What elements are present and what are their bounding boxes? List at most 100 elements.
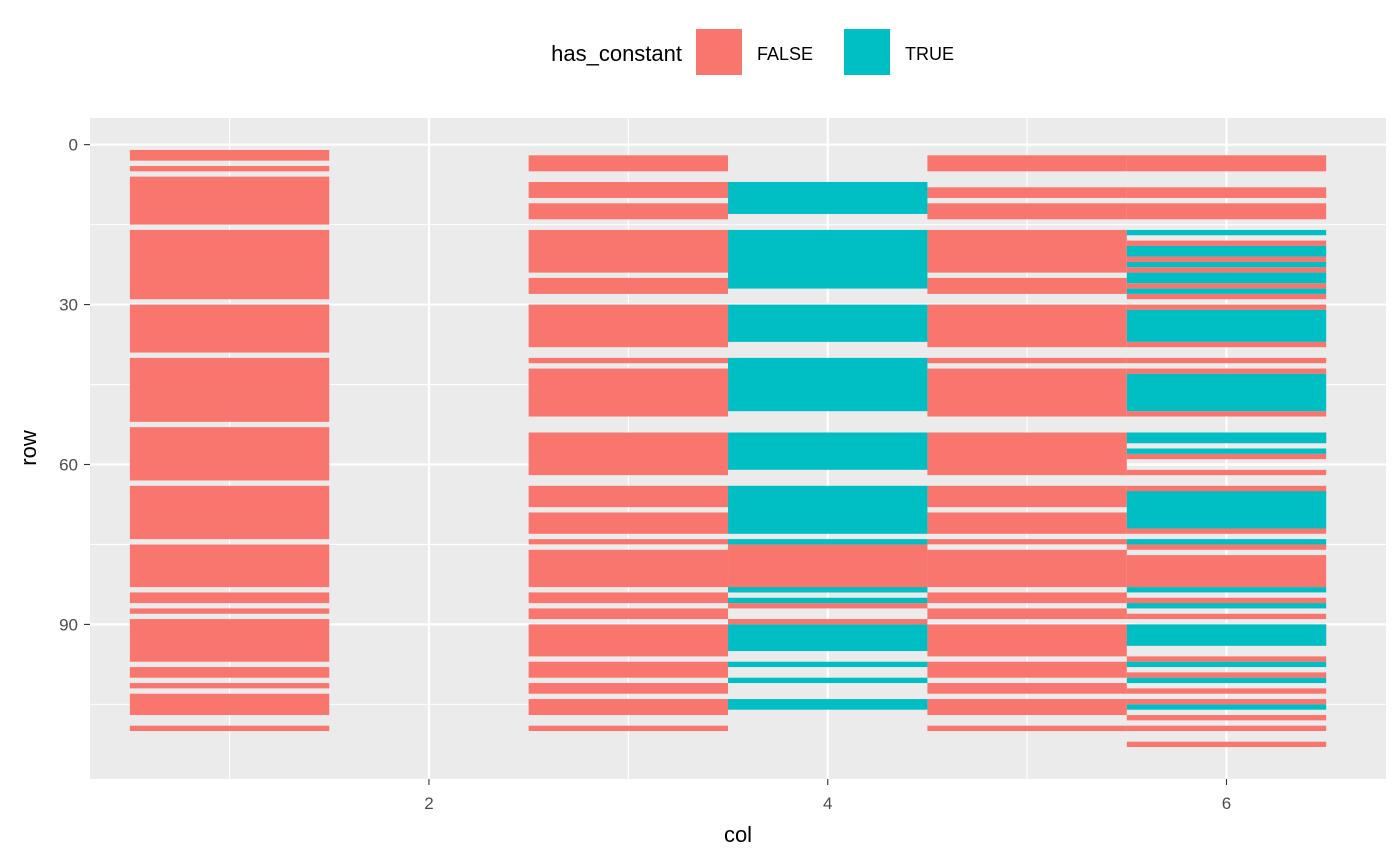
tile-false-col6	[1126, 613, 1327, 620]
y-tick-label: 90	[59, 615, 78, 634]
tile-false-col1	[129, 544, 330, 588]
tile-false-col3	[528, 368, 729, 417]
tile-false-col5	[927, 203, 1127, 220]
x-axis: 2 4 6	[424, 779, 1231, 813]
tile-false-col1	[129, 683, 330, 689]
legend-label-false: FALSE	[757, 44, 813, 64]
tile-true-col4	[728, 485, 928, 534]
tile-true-col6	[1126, 704, 1327, 710]
tile-false-col5	[927, 304, 1127, 348]
legend-key-true	[844, 29, 890, 75]
tile-false-col5	[927, 608, 1127, 620]
tile-false-col3	[528, 725, 729, 732]
tile-false-col3	[528, 608, 729, 620]
y-tick-label: 60	[59, 455, 78, 474]
tile-true-col6	[1126, 309, 1327, 342]
tile-true-col4	[728, 597, 928, 604]
tile-false-col1	[129, 304, 330, 353]
tile-false-col6	[1126, 155, 1327, 172]
tile-false-col3	[528, 229, 729, 273]
tile-false-col6	[1126, 672, 1327, 678]
y-tick-label: 0	[69, 136, 78, 155]
tile-false-col6	[1126, 267, 1327, 273]
tile-true-col6	[1126, 661, 1327, 668]
tile-false-col6	[1126, 411, 1327, 417]
tile-false-col3	[528, 592, 729, 604]
tile-false-col1	[129, 176, 330, 225]
tile-false-col1	[129, 485, 330, 540]
tile-false-col6	[1126, 656, 1327, 662]
tiles	[129, 149, 1327, 748]
tile-false-col5	[927, 699, 1127, 716]
tile-false-col5	[927, 432, 1127, 476]
tile-false-col3	[528, 181, 729, 198]
tile-false-col6	[1126, 555, 1327, 588]
legend: has_constant FALSE TRUE	[551, 29, 954, 75]
y-axis: 0 30 60 90	[59, 136, 90, 634]
tile-false-col3	[528, 661, 729, 678]
tile-false-col6	[1126, 203, 1327, 220]
tile-true-col6	[1126, 432, 1327, 444]
tile-false-col1	[129, 229, 330, 300]
y-tick-label: 30	[59, 296, 78, 315]
tile-false-col4	[728, 603, 928, 609]
tile-false-col5	[927, 725, 1127, 732]
legend-title: has_constant	[551, 41, 682, 66]
tile-false-col3	[528, 683, 729, 694]
tile-false-col1	[129, 165, 330, 172]
tile-true-col6	[1126, 261, 1327, 268]
legend-key-false	[696, 29, 742, 75]
tile-false-col5	[927, 683, 1127, 694]
tile-true-col4	[728, 587, 928, 593]
tile-true-col6	[1126, 587, 1327, 593]
tile-false-col6	[1126, 283, 1327, 289]
tile-false-col5	[927, 549, 1127, 588]
tile-false-col3	[528, 549, 729, 588]
tile-false-col1	[129, 667, 330, 678]
tile-false-col6	[1126, 597, 1327, 604]
tile-true-col4	[728, 357, 928, 412]
tile-false-col6	[1126, 187, 1327, 198]
tile-false-col5	[927, 512, 1127, 534]
tile-true-col4	[728, 699, 928, 710]
tile-false-col5	[927, 277, 1127, 294]
tile-false-col5	[927, 661, 1127, 678]
tile-false-col1	[129, 149, 330, 161]
tile-false-col1	[129, 592, 330, 604]
tile-true-col4	[728, 624, 928, 652]
tile-false-col4	[728, 544, 928, 593]
tile-false-col5	[927, 187, 1127, 198]
tile-true-col6	[1126, 677, 1327, 684]
tile-false-col1	[129, 693, 330, 716]
tile-true-col4	[728, 677, 928, 684]
tile-true-col6	[1126, 491, 1327, 529]
tile-true-col4	[728, 539, 928, 545]
tile-false-col6	[1126, 688, 1327, 694]
tile-false-col6	[1126, 528, 1327, 534]
tile-false-col6	[1126, 304, 1327, 310]
tile-false-col6	[1126, 485, 1327, 497]
tile-true-col4	[728, 661, 928, 668]
x-axis-title: col	[724, 822, 752, 847]
tile-false-col1	[129, 357, 330, 422]
x-tick-label: 4	[823, 794, 832, 813]
x-tick-label: 6	[1222, 794, 1231, 813]
tile-false-col6	[1126, 357, 1327, 364]
legend-label-true: TRUE	[905, 44, 954, 64]
tile-false-col6	[1126, 725, 1327, 732]
tile-false-col1	[129, 608, 330, 614]
tile-false-col1	[129, 427, 330, 481]
tile-true-col6	[1126, 229, 1327, 236]
tile-true-col4	[728, 229, 928, 289]
tile-false-col4	[728, 619, 928, 625]
tile-true-col4	[728, 181, 928, 214]
tile-true-col6	[1126, 288, 1327, 294]
tile-false-col3	[528, 699, 729, 716]
tile-false-col3	[528, 277, 729, 294]
x-tick-label: 2	[424, 794, 433, 813]
tile-true-col4	[728, 304, 928, 342]
tile-false-col3	[528, 512, 729, 534]
tile-false-col6	[1126, 453, 1327, 460]
tile-false-col3	[528, 624, 729, 657]
